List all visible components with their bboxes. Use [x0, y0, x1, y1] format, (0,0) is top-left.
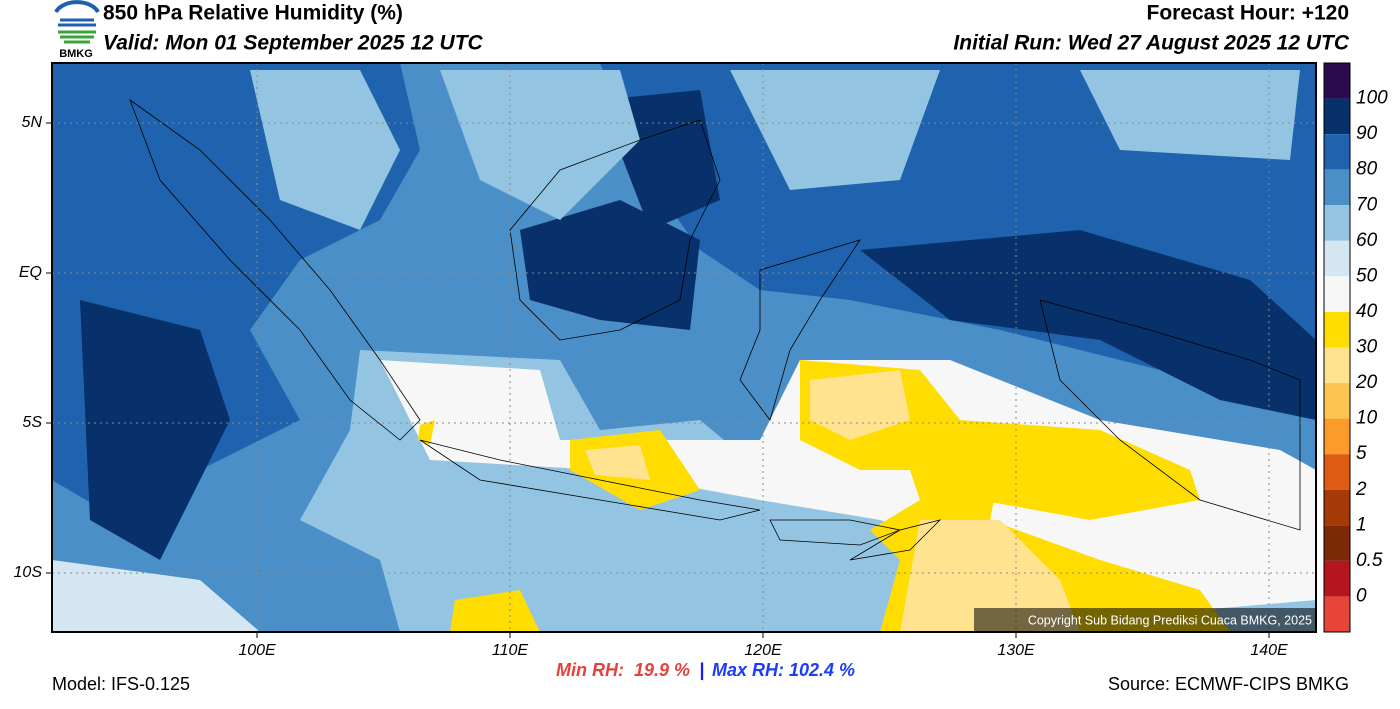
min-rh: Min RH: 19.9 %: [556, 660, 690, 680]
colorbar-label: 0.5: [1356, 550, 1383, 571]
colorbar-segment: [1324, 205, 1350, 241]
colorbar-segment: [1324, 63, 1350, 99]
title: 850 hPa Relative Humidity (%): [103, 2, 403, 25]
colorbar-segment: [1324, 560, 1350, 597]
colorbar-segment: [1324, 418, 1350, 455]
colorbar-segment: [1324, 311, 1350, 348]
colorbar-label: 50: [1356, 265, 1378, 286]
lon-label: 100E: [238, 642, 276, 659]
colorbar-segment: [1324, 134, 1350, 170]
lat-label: 10S: [14, 564, 43, 581]
colorbar-label: 100: [1356, 88, 1388, 109]
colorbar-label: 30: [1356, 337, 1378, 358]
lon-label: 110E: [492, 642, 529, 659]
copyright-bg: [974, 608, 1316, 632]
initial-run: Initial Run: Wed 27 August 2025 12 UTC: [953, 32, 1349, 55]
coastlines: [129, 98, 1301, 561]
lon-label: 120E: [744, 642, 782, 659]
colorbar-segment: [1324, 347, 1350, 384]
lon-label: 140E: [1250, 642, 1288, 659]
colorbar-label: 1: [1356, 514, 1367, 535]
copyright: Copyright Sub Bidang Prediksi Cuaca BMKG…: [1028, 613, 1312, 627]
colorbar-segment: [1324, 276, 1350, 312]
separator: |: [699, 660, 704, 680]
colorbar-label: 60: [1356, 230, 1378, 251]
colorbar-segment: [1324, 596, 1350, 632]
model: Model: IFS-0.125: [52, 674, 190, 694]
colorbar-segment: [1324, 383, 1350, 419]
colorbar-segment: [1324, 525, 1350, 561]
logo: BMKG: [54, 0, 100, 60]
colorbar-label: 0: [1356, 585, 1367, 606]
lon-label: 130E: [997, 642, 1035, 659]
valid-time: Valid: Mon 01 September 2025 12 UTC: [103, 32, 484, 55]
colorbar-frame: [1323, 62, 1351, 633]
max-rh: Max RH: 102.4 %: [712, 660, 855, 680]
lat-label: EQ: [19, 264, 42, 281]
colorbar-label: 90: [1356, 123, 1378, 144]
lat-label: 5N: [22, 114, 43, 131]
lat-label: 5S: [22, 414, 42, 431]
source: Source: ECMWF-CIPS BMKG: [1108, 674, 1349, 694]
colorbar-segment: [1324, 454, 1350, 490]
colorbar-segment: [1324, 240, 1350, 277]
colorbar-segment: [1324, 489, 1350, 526]
graticule: [46, 63, 1316, 638]
colorbar-label: 10: [1356, 408, 1378, 429]
map-frame: [51, 62, 1317, 633]
colorbar-label: 20: [1355, 372, 1378, 393]
colorbar-label: 80: [1356, 159, 1378, 180]
forecast-hour: Forecast Hour: +120: [1147, 2, 1350, 25]
colorbar-segment: [1324, 169, 1350, 206]
colorbar-label: 5: [1356, 443, 1367, 464]
colorbar: 100 90 80 70 60 50 40 30 20 10 5 2 1 0.5 0: [1323, 62, 1388, 633]
colorbar-label: 40: [1356, 301, 1378, 322]
colorbar-label: 2: [1355, 479, 1367, 500]
humidity-field: [52, 63, 1316, 632]
colorbar-label: 70: [1356, 194, 1378, 215]
logo-text: BMKG: [59, 48, 93, 60]
colorbar-segment: [1324, 98, 1350, 135]
